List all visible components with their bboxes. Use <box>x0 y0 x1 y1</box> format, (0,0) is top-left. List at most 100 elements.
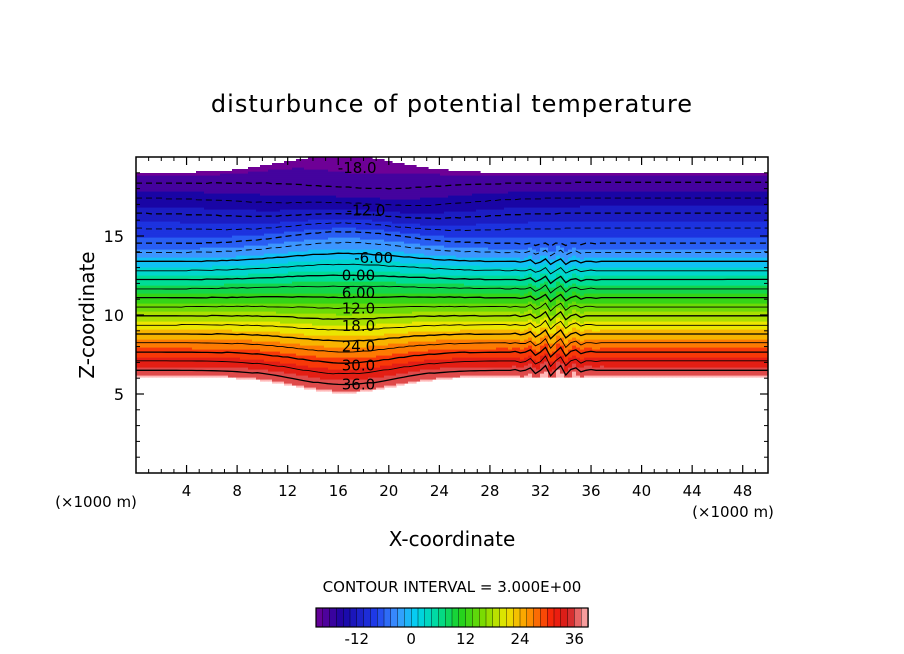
field-cell <box>208 359 213 362</box>
field-cell <box>200 233 205 236</box>
field-cell <box>152 349 157 352</box>
field-cell <box>164 181 169 184</box>
field-cell <box>148 185 153 188</box>
field-cell <box>184 187 189 190</box>
field-cell <box>220 187 225 190</box>
field-cell <box>156 173 161 176</box>
field-cell <box>192 371 197 374</box>
field-cell <box>208 247 213 250</box>
field-cell <box>144 183 149 186</box>
field-cell <box>240 309 245 312</box>
field-cell <box>188 189 193 192</box>
field-cell <box>200 277 205 280</box>
field-cell <box>192 201 197 204</box>
field-cell <box>192 285 197 288</box>
field-cell <box>164 259 169 262</box>
field-cell <box>188 263 193 266</box>
field-cell <box>220 373 225 376</box>
field-cell <box>156 327 161 330</box>
field-cell <box>180 259 185 262</box>
field-cell <box>160 367 165 370</box>
field-cell <box>204 231 209 234</box>
field-cell <box>248 227 253 230</box>
field-cell <box>248 233 253 236</box>
field-cell <box>252 191 257 194</box>
field-cell <box>240 265 245 268</box>
field-cell <box>148 331 153 334</box>
field-cell <box>212 221 217 224</box>
field-cell <box>244 301 249 304</box>
field-cell <box>188 345 193 348</box>
field-cell <box>208 245 213 248</box>
field-cell <box>168 311 173 314</box>
field-cell <box>140 325 145 328</box>
field-cell <box>208 183 213 186</box>
field-cell <box>136 211 141 214</box>
field-cell <box>208 357 213 360</box>
field-cell <box>200 197 205 200</box>
field-cell <box>228 195 233 198</box>
field-cell <box>240 347 245 350</box>
field-cell <box>168 283 173 286</box>
field-cell <box>200 199 205 202</box>
field-cell <box>240 251 245 254</box>
field-cell <box>252 241 257 244</box>
field-cell <box>164 331 169 334</box>
field-cell <box>176 307 181 310</box>
field-cell <box>188 367 193 370</box>
field-cell <box>164 285 169 288</box>
field-cell <box>180 265 185 268</box>
field-cell <box>252 337 257 340</box>
field-cell <box>176 271 181 274</box>
field-cell <box>148 201 153 204</box>
field-cell <box>168 355 173 358</box>
field-cell <box>220 189 225 192</box>
field-cell <box>140 191 145 194</box>
field-cell <box>232 349 237 352</box>
field-cell <box>232 341 237 344</box>
field-cell <box>148 273 153 276</box>
field-cell <box>232 263 237 266</box>
field-cell <box>212 317 217 320</box>
field-cell <box>208 355 213 358</box>
field-cell <box>156 363 161 366</box>
field-cell <box>164 199 169 202</box>
field-cell <box>156 193 161 196</box>
field-cell <box>224 231 229 234</box>
field-cell <box>196 173 201 176</box>
field-cell <box>252 187 257 190</box>
field-cell <box>208 349 213 352</box>
field-cell <box>188 229 193 232</box>
field-cell <box>212 185 217 188</box>
field-cell <box>176 221 181 224</box>
field-cell <box>200 189 205 192</box>
field-cell <box>216 297 221 300</box>
field-cell <box>224 375 229 378</box>
field-cell <box>152 249 157 252</box>
field-cell <box>188 289 193 292</box>
field-cell <box>232 261 237 264</box>
field-cell <box>148 271 153 274</box>
field-cell <box>144 345 149 348</box>
field-cell <box>240 345 245 348</box>
field-cell <box>200 299 205 302</box>
field-cell <box>204 217 209 220</box>
field-cell <box>156 235 161 238</box>
field-cell <box>244 359 249 362</box>
field-cell <box>236 229 241 232</box>
field-cell <box>236 201 241 204</box>
field-cell <box>140 367 145 370</box>
field-cell <box>152 323 157 326</box>
field-cell <box>184 355 189 358</box>
field-cell <box>212 211 217 214</box>
field-cell <box>248 321 253 324</box>
field-cell <box>224 293 229 296</box>
field-cell <box>164 271 169 274</box>
field-cell <box>192 367 197 370</box>
field-cell <box>160 241 165 244</box>
field-cell <box>224 239 229 242</box>
field-cell <box>228 327 233 330</box>
field-cell <box>148 217 153 220</box>
field-cell <box>164 253 169 256</box>
field-cell <box>144 223 149 226</box>
